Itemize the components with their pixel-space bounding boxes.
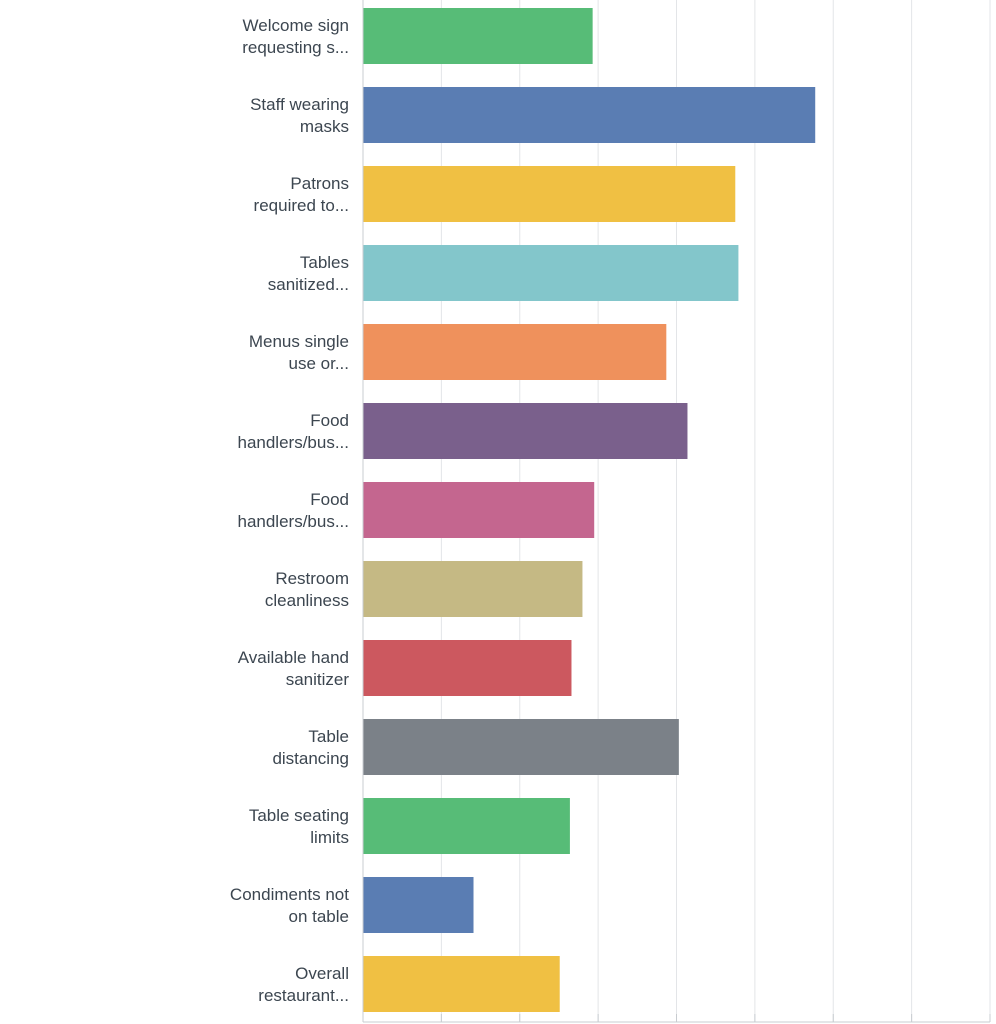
category-label-line: Menus single [249,332,349,351]
category-label: Condiments not on table [230,885,349,926]
bar-9 [363,640,572,696]
category-label-line: handlers/bus... [237,433,349,452]
category-label-line: Food [310,490,349,509]
category-label-line: Restroom [275,569,349,588]
category-label: Welcome sign requesting s... [242,16,349,57]
bar-4 [363,245,739,301]
category-label-line: Condiments not [230,885,349,904]
category-label: Food handlers/bus... [237,411,349,452]
bar-10 [363,719,679,775]
category-label-line: required to... [254,196,349,215]
category-label-line: Available hand [238,648,349,667]
bar-1 [363,8,593,64]
category-label-line: on table [289,907,350,926]
category-label-line: handlers/bus... [237,512,349,531]
bars [363,8,816,1012]
category-label-line: Welcome sign [243,16,349,35]
bar-2 [363,87,816,143]
bar-11 [363,798,570,854]
category-label: Restroom cleanliness [265,569,349,610]
category-label: Table distancing [272,727,349,768]
category-label-line: use or... [289,354,349,373]
category-label-line: Overall [295,964,349,983]
category-label: Tables sanitized... [268,253,349,294]
bar-6 [363,403,688,459]
category-label: Table seating limits [249,806,349,847]
bar-7 [363,482,595,538]
category-label-line: sanitized... [268,275,349,294]
category-label-line: distancing [272,749,349,768]
category-label-line: Tables [300,253,349,272]
category-label: Food handlers/bus... [237,490,349,531]
bar-8 [363,561,583,617]
category-labels: Welcome sign requesting s... Staff wearing… [230,16,349,1005]
category-label-line: requesting s... [242,38,349,57]
category-label-line: masks [300,117,349,136]
category-label: Staff wearing masks [250,95,349,136]
category-label-line: Patrons [290,174,349,193]
category-label: Menus single use or... [249,332,349,373]
category-label-line: Staff wearing [250,95,349,114]
category-label-line: cleanliness [265,591,349,610]
category-label: Available hand sanitizer [238,648,350,689]
category-label-line: Table seating [249,806,349,825]
category-label: Patrons required to... [254,174,349,215]
category-label-line: limits [310,828,349,847]
category-label: Overall restaurant... [258,964,349,1005]
category-label-line: sanitizer [286,670,350,689]
bar-12 [363,877,474,933]
bar-5 [363,324,667,380]
category-label-line: Table [308,727,349,746]
bar-13 [363,956,560,1012]
category-label-line: restaurant... [258,986,349,1005]
bar-3 [363,166,736,222]
category-label-line: Food [310,411,349,430]
